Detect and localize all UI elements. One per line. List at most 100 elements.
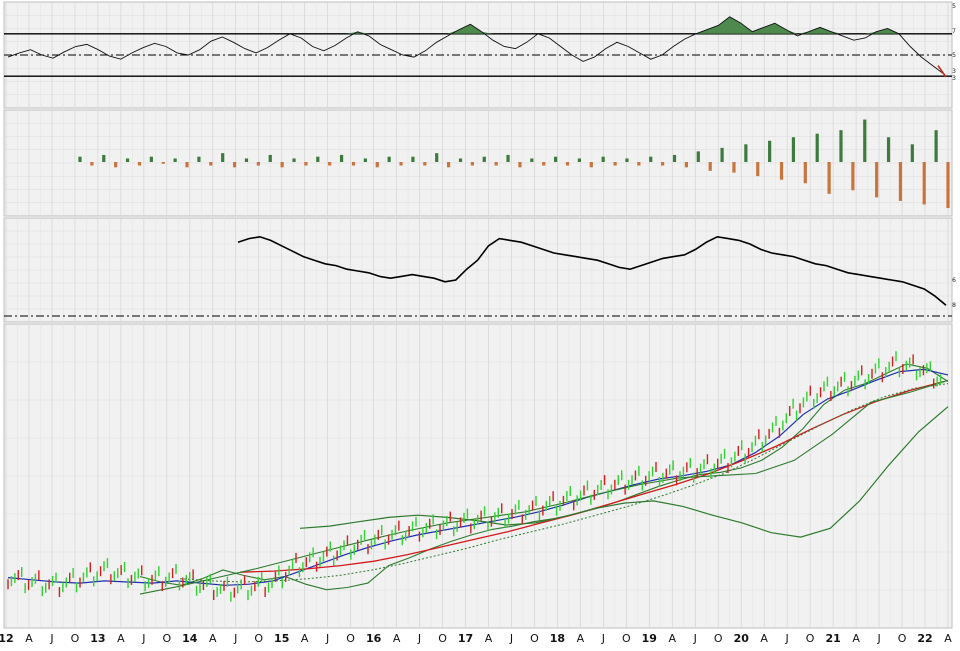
volume-bar-negative	[304, 162, 308, 166]
x-axis-tick-label: O	[530, 632, 539, 645]
x-axis-tick-label: A	[577, 632, 585, 645]
volume-bar-positive	[244, 158, 249, 162]
rsi-overbought-fill	[8, 16, 944, 34]
volume-bar-negative	[209, 162, 213, 166]
volume-bar-positive	[886, 137, 891, 162]
volume-bar-positive	[482, 156, 486, 162]
price-band-lower	[139, 379, 949, 595]
volume-bar-negative	[447, 162, 451, 168]
relative-strength-line	[237, 235, 947, 306]
volume-bar-positive	[649, 156, 653, 162]
x-axis-tick-label: A	[25, 632, 33, 645]
x-axis-tick-label: O	[806, 632, 815, 645]
x-axis-tick-label: A	[117, 632, 125, 645]
x-axis-tick-label: 13	[90, 632, 105, 645]
volume-bar-negative	[542, 162, 546, 166]
x-axis-tick-label: 14	[182, 632, 198, 645]
volume-bar-positive	[744, 144, 748, 162]
x-axis-tick-label: J	[601, 632, 605, 645]
volume-bar-negative	[375, 162, 379, 168]
moving-average-dotted	[179, 383, 949, 583]
volume-bar-negative	[161, 162, 165, 164]
x-axis-tick-label: J	[693, 632, 697, 645]
volume-bar-negative	[827, 162, 831, 194]
rsi-line-latest	[937, 65, 947, 78]
x-axis-tick-label: J	[325, 632, 329, 645]
volume-bar-positive	[268, 154, 272, 162]
x-axis-tick-label: 20	[734, 632, 750, 645]
volume-bar-negative	[494, 162, 498, 166]
volume-bar-positive	[530, 158, 534, 162]
volume-bar-positive	[411, 156, 415, 162]
volume-bar-negative	[137, 162, 142, 166]
volume-bar-positive	[78, 156, 82, 162]
volume-bar-positive	[149, 156, 153, 162]
x-axis-tick-label: 17	[458, 632, 473, 645]
x-axis-tick-label: A	[485, 632, 493, 645]
volume-bar-negative	[232, 162, 237, 168]
volume-bar-negative	[637, 162, 641, 166]
volume-bar-negative	[256, 162, 260, 166]
price-band-upper	[139, 363, 949, 591]
volume-bar-negative	[613, 162, 617, 166]
x-axis-tick-label: A	[760, 632, 768, 645]
x-axis-tick-label: A	[301, 632, 309, 645]
x-axis-tick-label: O	[622, 632, 631, 645]
rsi-tick-label: 3	[952, 68, 956, 75]
x-axis-tick-label: O	[71, 632, 80, 645]
x-axis-tick-label: 15	[274, 632, 289, 645]
x-axis-tick-label: J	[49, 632, 53, 645]
volume-bar-positive	[316, 156, 320, 162]
volume-bar-negative	[851, 162, 855, 191]
x-axis-tick-label: A	[944, 632, 952, 645]
x-axis-tick-label: A	[852, 632, 860, 645]
x-axis-tick-label: A	[669, 632, 677, 645]
volume-bar-positive	[815, 133, 819, 162]
volume-bar-positive	[863, 119, 867, 162]
volume-bar-negative	[779, 162, 784, 180]
volume-bar-positive	[221, 153, 225, 162]
x-axis-tick-label: 18	[550, 632, 565, 645]
volume-bar-positive	[720, 147, 724, 162]
volume-bar-positive	[934, 130, 938, 162]
volume-bar-positive	[339, 154, 344, 162]
x-axis-tick-label: 21	[825, 632, 840, 645]
x-axis-tick-label: 12	[0, 632, 14, 645]
volume-bar-positive	[125, 158, 130, 162]
x-axis-tick-label: 19	[642, 632, 657, 645]
volume-bar-positive	[292, 158, 296, 162]
volume-bar-negative	[470, 162, 474, 166]
volume-bar-positive	[625, 158, 629, 162]
x-axis-tick-label: J	[141, 632, 145, 645]
x-axis-tick-label: O	[898, 632, 907, 645]
volume-bar-positive	[910, 144, 914, 162]
volume-bar-negative	[185, 162, 189, 168]
rs-tick-label: 6	[952, 277, 956, 284]
volume-bar-positive	[506, 154, 510, 162]
volume-bar-negative	[423, 162, 427, 166]
volume-bar-positive	[601, 156, 605, 162]
volume-bar-positive	[197, 156, 201, 162]
x-axis-tick-label: O	[346, 632, 355, 645]
rsi-tick-label: 5	[952, 3, 956, 10]
volume-bar-positive	[577, 158, 581, 162]
volume-bar-negative	[708, 162, 712, 171]
volume-bar-positive	[768, 140, 772, 162]
volume-bar-negative	[351, 162, 356, 166]
volume-bar-negative	[399, 162, 403, 166]
volume-bar-positive	[554, 156, 558, 162]
x-axis-tick-label: J	[509, 632, 513, 645]
volume-bar-negative	[875, 162, 879, 198]
rsi-tick-label: 3	[952, 75, 956, 82]
rsi-tick-label: 7	[952, 28, 956, 35]
volume-bar-positive	[672, 154, 677, 162]
volume-bar-positive	[435, 153, 439, 162]
rs-tick-label: 8	[952, 302, 956, 309]
volume-bar-negative	[756, 162, 760, 177]
x-axis-tick-label: O	[254, 632, 263, 645]
x-axis-tick-label: J	[785, 632, 789, 645]
volume-bar-positive	[696, 151, 700, 162]
volume-bar-positive	[387, 156, 391, 162]
